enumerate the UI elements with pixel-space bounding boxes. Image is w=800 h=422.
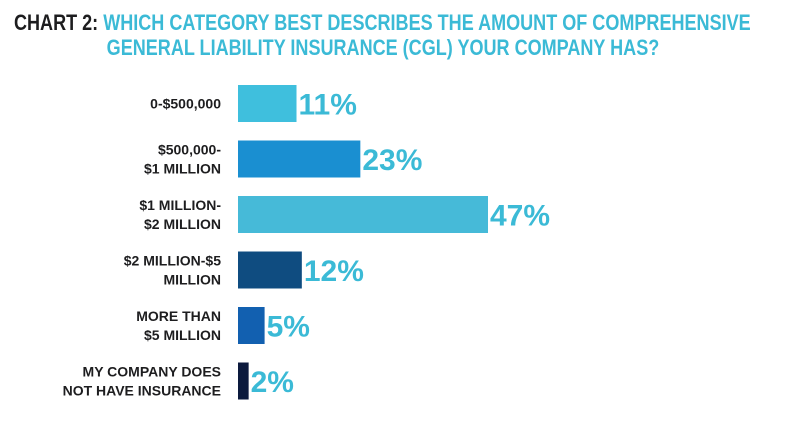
- bar-4: [238, 307, 265, 344]
- chart-title-line1: WHICH CATEGORY BEST DESCRIBES THE AMOUNT…: [103, 10, 751, 35]
- value-label-1: 23%: [362, 144, 422, 177]
- bar-3: [238, 251, 302, 289]
- category-label-line: NOT HAVE INSURANCE: [63, 383, 221, 399]
- category-label-line: MILLION: [163, 272, 221, 288]
- bar-5: [238, 362, 249, 400]
- value-label-2: 47%: [490, 200, 550, 233]
- category-label-4: MORE THAN $5 MILLION: [136, 308, 221, 343]
- category-label-line: $2 MILLION-$5: [124, 253, 221, 269]
- category-label-line: MY COMPANY DOES: [83, 364, 221, 380]
- value-label-0: 11%: [299, 89, 357, 122]
- bar-0: [238, 85, 297, 122]
- category-label-1: $500,000- $1 MILLION: [144, 142, 221, 177]
- category-label-line: $2 MILLION: [144, 216, 221, 232]
- category-label-5: MY COMPANY DOES NOT HAVE INSURANCE: [63, 364, 221, 399]
- category-label-line: $500,000-: [158, 142, 221, 158]
- category-label-line: MORE THAN: [136, 308, 221, 324]
- value-label-3: 12%: [304, 255, 364, 288]
- value-label-4: 5%: [267, 311, 310, 344]
- bar-1: [238, 140, 361, 178]
- category-label-0: 0-$500,000: [150, 96, 221, 112]
- category-label-line: 0-$500,000: [150, 96, 221, 112]
- category-label-3: $2 MILLION-$5 MILLION: [124, 253, 221, 288]
- category-label-2: $1 MILLION- $2 MILLION: [139, 197, 221, 232]
- value-label-5: 2%: [251, 366, 294, 399]
- chart-title-line2: GENERAL LIABILITY INSURANCE (CGL) YOUR C…: [106, 35, 660, 60]
- category-label-line: $1 MILLION-: [139, 197, 221, 213]
- category-label-line: $5 MILLION: [144, 327, 221, 343]
- bar-2: [238, 196, 488, 233]
- chart-title: CHART 2: WHICH CATEGORY BEST DESCRIBES T…: [14, 10, 751, 60]
- category-label-line: $1 MILLION: [144, 161, 221, 177]
- chart-title-lead: CHART 2:: [14, 10, 99, 35]
